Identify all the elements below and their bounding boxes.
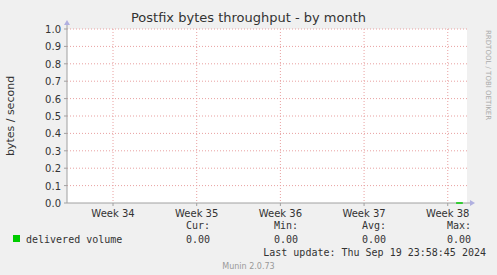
grid-line — [447, 29, 448, 203]
y-axis-label: bytes / second — [4, 76, 17, 156]
stat-header: Min: — [274, 220, 298, 231]
grid-line — [67, 63, 467, 64]
y-tick-label: 0.1 — [45, 181, 61, 192]
y-tick-label: 0.5 — [45, 111, 61, 122]
grid-line — [67, 150, 467, 151]
stat-header: Avg: — [362, 220, 386, 231]
y-tick-label: 0.8 — [45, 59, 61, 70]
series-group — [456, 203, 463, 204]
chart: Postfix bytes throughput - by month bytes… — [0, 0, 497, 275]
y-tick-label: 0.6 — [45, 94, 61, 105]
last-update: Last update: Thu Sep 19 23:58:45 2024 — [263, 247, 486, 258]
y-tick-label: 0.2 — [45, 163, 61, 174]
x-tick-label: Week 35 — [175, 208, 218, 219]
series-line — [456, 202, 463, 204]
stat-value: 0.00 — [447, 234, 471, 245]
x-axis-arrow — [470, 200, 475, 206]
grid-line — [67, 116, 467, 117]
grid-line — [67, 133, 467, 134]
grid-line — [67, 168, 467, 169]
y-tick-label: 1.0 — [45, 24, 61, 35]
background — [0, 0, 497, 275]
grid-line — [67, 185, 467, 186]
footer: Munin 2.0.73 — [222, 262, 274, 271]
stat-value: 0.00 — [362, 234, 386, 245]
watermark: RRDTOOL / TOBI OETIKER — [484, 30, 492, 120]
x-tick-label: Week 37 — [342, 208, 385, 219]
y-tick-label: 0.0 — [45, 198, 61, 209]
grid-line — [67, 46, 467, 47]
stat-value: 0.00 — [274, 234, 298, 245]
plot-area — [67, 29, 467, 203]
title: Postfix bytes throughput - by month — [131, 10, 366, 25]
grid-line — [67, 29, 467, 30]
grid-line — [67, 98, 467, 99]
y-axis-arrow — [64, 20, 70, 25]
x-tick-label: Week 36 — [259, 208, 302, 219]
x-tick-label: Week 38 — [426, 208, 469, 219]
stat-header: Cur: — [186, 220, 210, 231]
y-tick-label: 0.9 — [45, 41, 61, 52]
grid-line — [364, 29, 365, 203]
x-axis — [67, 203, 471, 204]
grid-line — [113, 29, 114, 203]
stat-value: 0.00 — [186, 234, 210, 245]
grid-line — [280, 29, 281, 203]
y-tick-label: 0.4 — [45, 128, 61, 139]
stat-header: Max: — [447, 220, 471, 231]
legend-label: delivered volume — [26, 234, 122, 245]
y-tick-label: 0.3 — [45, 146, 61, 157]
grid-line — [67, 81, 467, 82]
y-axis — [67, 24, 68, 203]
y-tick-label: 0.7 — [45, 76, 61, 87]
legend-swatch — [13, 235, 20, 242]
grid-line — [196, 29, 197, 203]
x-tick-label: Week 34 — [91, 208, 134, 219]
